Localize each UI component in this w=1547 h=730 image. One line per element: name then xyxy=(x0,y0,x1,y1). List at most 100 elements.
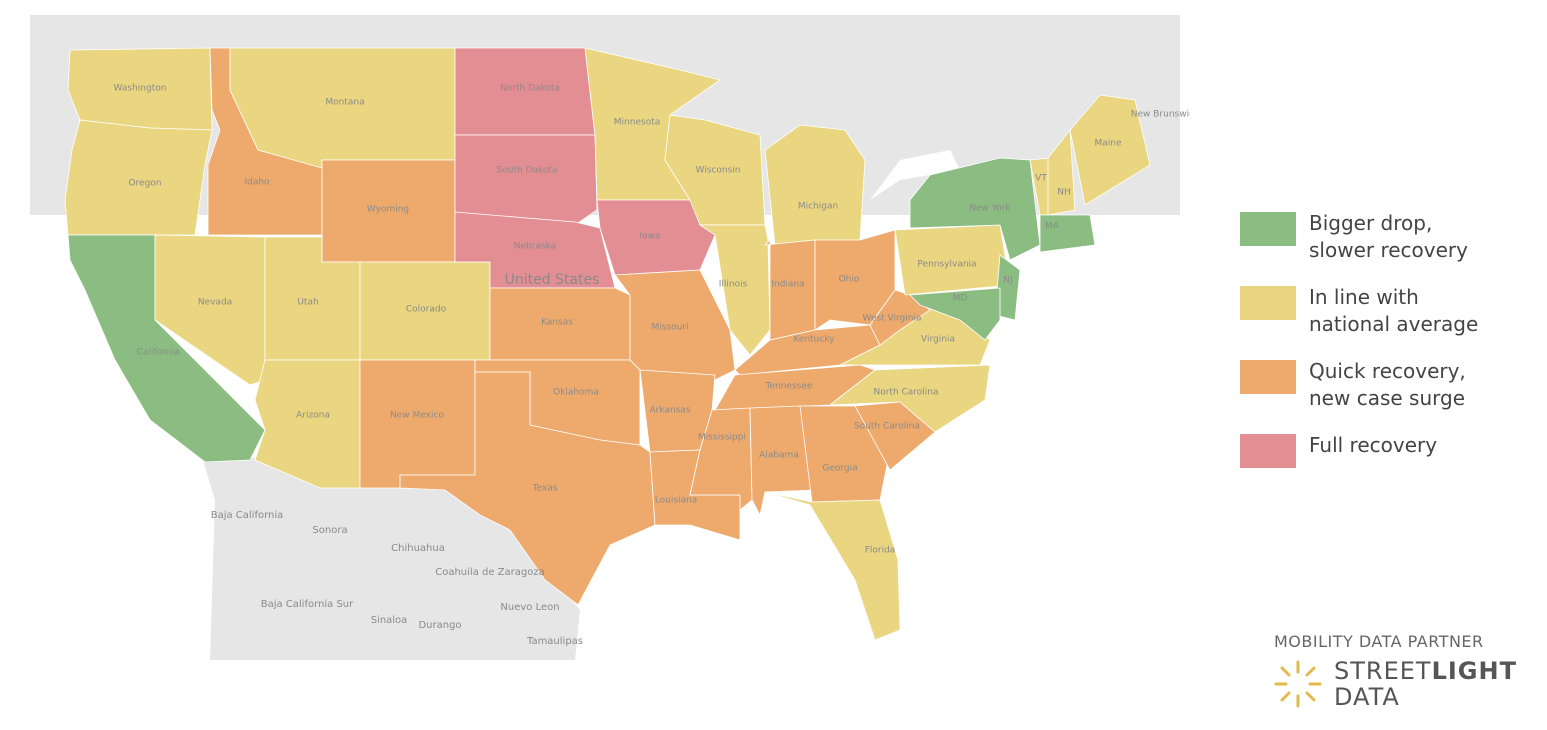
state xyxy=(799,405,891,503)
place-label: Sonora xyxy=(312,525,347,536)
state-label: VT xyxy=(1035,174,1047,184)
logo-data: DATA xyxy=(1334,683,1400,711)
state-label: Nebraska xyxy=(514,242,556,252)
state-label: Iowa xyxy=(639,232,660,242)
place-label: New Brunswick xyxy=(1131,110,1190,120)
legend-line: Full recovery xyxy=(1309,433,1438,457)
legend-swatch xyxy=(1240,212,1296,246)
place-label: Chihuahua xyxy=(391,543,445,554)
state-label: Alabama xyxy=(759,451,799,461)
legend-label: Bigger drop, slower recovery xyxy=(1309,210,1468,264)
state-label: South Carolina xyxy=(854,422,920,432)
state-label: Missouri xyxy=(651,323,688,333)
state-label: California xyxy=(137,348,180,358)
legend-item: In line with national average xyxy=(1240,284,1478,338)
state xyxy=(399,371,656,606)
legend-label: In line with national average xyxy=(1309,284,1478,338)
state-label: Texas xyxy=(532,484,558,494)
state-label: Pennsylvania xyxy=(917,260,976,270)
lake xyxy=(870,150,960,200)
state-label: NH xyxy=(1057,188,1071,198)
state-label: West Virginia xyxy=(863,314,922,324)
state xyxy=(359,359,476,489)
state xyxy=(869,289,931,346)
state-label: South Dakota xyxy=(497,166,558,176)
state-label: Virginia xyxy=(921,335,955,345)
map: Washington Oregon California Idaho Montana Wy… xyxy=(30,15,1190,660)
logo-street: STREET xyxy=(1334,657,1432,685)
state-label: Utah xyxy=(297,298,318,308)
state-label: Montana xyxy=(325,98,364,108)
state-label: Kentucky xyxy=(793,335,835,345)
state-label: Wisconsin xyxy=(696,166,741,176)
state-label: Idaho xyxy=(244,178,270,188)
state-label: Florida xyxy=(865,546,896,556)
state-label: Arizona xyxy=(296,411,330,421)
state xyxy=(614,269,736,381)
state xyxy=(229,47,456,169)
state-label: Maine xyxy=(1094,139,1121,149)
state-label: Wyoming xyxy=(367,205,409,215)
state xyxy=(689,407,753,511)
legend-swatch xyxy=(1240,286,1296,320)
state-label: New York xyxy=(969,204,1011,214)
state-label: Colorado xyxy=(406,305,447,315)
state-label: Mississippi xyxy=(698,433,746,443)
state-label: Tennessee xyxy=(765,382,813,392)
state xyxy=(698,224,771,356)
state-label: Georgia xyxy=(822,464,857,474)
state-label: Oklahoma xyxy=(553,388,599,398)
state xyxy=(64,119,213,236)
logo-icon xyxy=(1274,660,1322,708)
state xyxy=(1069,94,1151,206)
state xyxy=(764,491,901,641)
place-label: Baja California xyxy=(211,510,284,521)
state-label: Oregon xyxy=(128,179,161,189)
state-label: NJ xyxy=(1003,276,1012,286)
legend-line: Quick recovery, xyxy=(1309,359,1466,383)
state-label: North Carolina xyxy=(873,388,938,398)
legend-swatch xyxy=(1240,360,1296,394)
legend-line: slower recovery xyxy=(1309,238,1468,262)
legend-line: Bigger drop, xyxy=(1309,211,1433,235)
legend-item: Full recovery xyxy=(1240,432,1478,468)
state xyxy=(1047,128,1076,216)
state xyxy=(154,234,266,386)
state-label: MA xyxy=(1045,222,1060,232)
state-label: Ohio xyxy=(839,275,860,285)
state-label: Michigan xyxy=(798,202,838,212)
place-label: Baja California Sur xyxy=(261,599,354,610)
logo: STREETLIGHT DATA xyxy=(1272,658,1517,710)
state-label: Nevada xyxy=(198,298,232,308)
state-label: Washington xyxy=(114,84,167,94)
state-label: Minnesota xyxy=(614,118,660,128)
legend-item: Bigger drop, slower recovery xyxy=(1240,210,1478,264)
legend-label: Quick recovery, new case surge xyxy=(1309,358,1466,412)
state xyxy=(828,364,991,433)
legend-line: new case surge xyxy=(1309,386,1465,410)
logo-light: LIGHT xyxy=(1431,657,1517,685)
legend-label: Full recovery xyxy=(1309,432,1437,459)
state xyxy=(454,134,598,226)
state-label: Indiana xyxy=(771,280,804,290)
legend-line: national average xyxy=(1309,312,1479,336)
state-label: Illinois xyxy=(719,280,748,290)
partner-label: MOBILITY DATA PARTNER xyxy=(1274,632,1484,651)
place-label: Sinaloa xyxy=(371,615,408,626)
state-label: New Mexico xyxy=(390,411,444,421)
state xyxy=(764,124,866,246)
place-label: Tamaulipas xyxy=(526,636,583,647)
legend-item: Quick recovery, new case surge xyxy=(1240,358,1478,412)
place-label: Coahuila de Zaragoza xyxy=(435,567,545,578)
place-label: Durango xyxy=(418,620,461,631)
legend: Bigger drop, slower recovery In line with n… xyxy=(1240,210,1478,490)
state xyxy=(909,287,1001,341)
state-label: North Dakota xyxy=(500,84,560,94)
legend-swatch xyxy=(1240,434,1296,468)
state-label: MD xyxy=(953,294,968,304)
state xyxy=(763,239,816,341)
logo-text: STREETLIGHT DATA xyxy=(1334,658,1517,710)
state-label: Louisiana xyxy=(655,496,698,506)
place-label: Nuevo Leon xyxy=(500,602,559,613)
